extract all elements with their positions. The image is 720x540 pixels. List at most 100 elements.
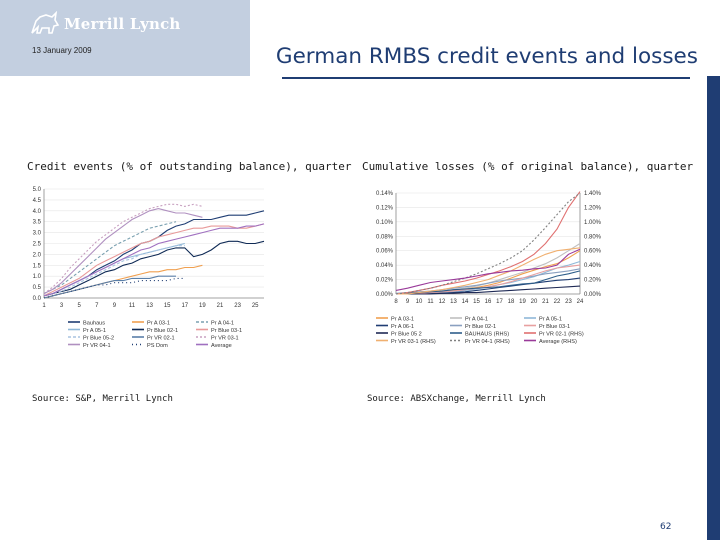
right-legend-label: Pr A 05-1 bbox=[539, 317, 562, 323]
right-legend-label: Pr VR 02-1 (RHS) bbox=[539, 332, 584, 338]
right-series-line bbox=[396, 264, 581, 295]
right-right-y-tick-label: 0.40% bbox=[584, 263, 602, 269]
right-legend-label: Pr Blue 03-1 bbox=[539, 324, 570, 330]
right-right-y-tick-label: 1.00% bbox=[584, 220, 602, 226]
left-x-tick-label: 21 bbox=[217, 303, 224, 309]
left-series-line bbox=[43, 210, 265, 297]
right-x-tick-label: 22 bbox=[554, 299, 561, 305]
right-legend-label: Pr VR 04-1 (RHS) bbox=[465, 339, 510, 345]
right-left-y-tick-label: 0.02% bbox=[376, 278, 394, 284]
right-legend-label: Pr A 04-1 bbox=[465, 317, 488, 323]
right-x-tick-label: 19 bbox=[519, 299, 526, 305]
left-series-line bbox=[43, 223, 265, 297]
left-legend-label: Pr A 05-1 bbox=[83, 328, 106, 334]
right-right-y-tick-label: 0.20% bbox=[584, 278, 602, 284]
left-series-line bbox=[43, 275, 176, 299]
left-y-tick-label: 4.0 bbox=[33, 209, 42, 215]
right-series-line bbox=[395, 248, 581, 291]
right-source-note: Source: ABSXchange, Merrill Lynch bbox=[367, 394, 546, 404]
left-y-tick-label: 2.0 bbox=[33, 252, 42, 258]
right-x-tick-label: 24 bbox=[577, 299, 584, 305]
logo-text: Merrill Lynch bbox=[64, 15, 181, 33]
right-series-line bbox=[396, 247, 581, 295]
left-y-tick-label: 4.5 bbox=[33, 198, 42, 204]
left-legend-label: Pr VR 04-1 bbox=[83, 343, 111, 349]
right-right-y-tick-label: 1.40% bbox=[584, 191, 602, 197]
left-x-tick-label: 17 bbox=[181, 303, 188, 309]
right-legend-label: Pr Blue 05 2 bbox=[391, 332, 422, 338]
right-legend-label: BAUHAUS (RHS) bbox=[465, 332, 509, 338]
left-legend-label: Pr Blue 05-2 bbox=[83, 336, 114, 342]
left-legend-label: Pr A 04-1 bbox=[211, 321, 234, 327]
right-x-tick-label: 20 bbox=[531, 299, 538, 305]
right-left-y-tick-label: 0.08% bbox=[376, 234, 394, 240]
right-x-tick-label: 12 bbox=[439, 299, 446, 305]
left-x-tick-label: 3 bbox=[60, 303, 64, 309]
right-right-y-tick-label: 0.80% bbox=[584, 234, 602, 240]
right-left-y-tick-label: 0.00% bbox=[376, 292, 394, 298]
right-legend-label: Pr VR 03-1 (RHS) bbox=[391, 339, 436, 345]
right-left-y-tick-label: 0.14% bbox=[376, 191, 394, 197]
left-legend-label: Pr Blue 03-1 bbox=[211, 328, 242, 334]
left-x-tick-label: 25 bbox=[252, 303, 259, 309]
right-x-tick-label: 16 bbox=[485, 299, 492, 305]
right-left-y-tick-label: 0.06% bbox=[376, 249, 394, 255]
right-right-y-tick-label: 1.20% bbox=[584, 205, 602, 211]
left-y-tick-label: 3.0 bbox=[33, 231, 42, 237]
left-legend-label: Pr A 03-1 bbox=[147, 321, 170, 327]
left-x-tick-label: 5 bbox=[78, 303, 82, 309]
left-series-line bbox=[43, 208, 203, 295]
right-x-tick-label: 18 bbox=[508, 299, 515, 305]
right-legend-label: Pr A 03-1 bbox=[391, 317, 414, 323]
left-y-tick-label: 3.5 bbox=[33, 220, 42, 226]
left-x-tick-label: 1 bbox=[42, 303, 46, 309]
left-series-line bbox=[43, 240, 265, 297]
left-series-line bbox=[43, 277, 185, 299]
left-series-line bbox=[43, 203, 203, 295]
right-right-y-tick-label: 0.00% bbox=[584, 292, 602, 298]
left-x-tick-label: 9 bbox=[113, 303, 117, 309]
right-accent-bar bbox=[707, 76, 720, 540]
left-legend-label: Pr VR 03-1 bbox=[211, 336, 239, 342]
right-x-tick-label: 13 bbox=[450, 299, 457, 305]
cumulative-losses-chart: 0.00% 0.02% 0.04% 0.06% 0.08% 0.10% 0.12% 0.14%… bbox=[376, 191, 602, 345]
right-x-tick-label: 9 bbox=[406, 299, 410, 305]
left-x-tick-label: 19 bbox=[199, 303, 206, 309]
right-x-tick-label: 8 bbox=[394, 299, 398, 305]
left-y-tick-label: 2.5 bbox=[33, 242, 42, 248]
left-x-tick-label: 23 bbox=[234, 303, 241, 309]
left-y-tick-label: 1.5 bbox=[33, 263, 42, 269]
right-x-tick-label: 23 bbox=[565, 299, 572, 305]
right-left-y-tick-label: 0.12% bbox=[376, 205, 394, 211]
left-legend-label: Pr VR 02-1 bbox=[147, 336, 175, 342]
left-x-tick-label: 13 bbox=[146, 303, 153, 309]
right-right-y-tick-label: 0.60% bbox=[584, 249, 602, 255]
left-y-tick-label: 0.5 bbox=[33, 285, 42, 291]
right-legend-label: Average (RHS) bbox=[539, 339, 577, 345]
right-series-line bbox=[395, 192, 581, 295]
left-source-note: Source: S&P, Merrill Lynch bbox=[32, 394, 173, 404]
credit-events-chart: 0.00.51.01.52.02.53.03.54.04.55.01 3 5 7 9 11… bbox=[33, 187, 265, 349]
right-left-y-tick-label: 0.10% bbox=[376, 220, 394, 226]
right-chart-caption: Cumulative losses (% of original balance… bbox=[362, 160, 694, 173]
right-legend-label: Pr A 06-1 bbox=[391, 324, 414, 330]
left-x-tick-label: 7 bbox=[95, 303, 99, 309]
bull-logo-icon bbox=[31, 11, 60, 34]
right-x-tick-label: 21 bbox=[542, 299, 549, 305]
left-x-tick-label: 11 bbox=[129, 303, 136, 309]
left-series-line bbox=[43, 223, 265, 297]
left-legend-label: Pr Blue 02-1 bbox=[147, 328, 178, 334]
left-y-tick-label: 5.0 bbox=[33, 187, 42, 193]
left-series-line bbox=[43, 245, 185, 297]
right-x-tick-label: 11 bbox=[427, 299, 434, 305]
left-y-tick-label: 0.0 bbox=[33, 296, 42, 302]
left-chart-caption: Credit events (% of outstanding balance)… bbox=[27, 160, 352, 173]
right-left-y-tick-label: 0.04% bbox=[376, 263, 394, 269]
right-series-line bbox=[396, 285, 581, 295]
right-x-tick-label: 14 bbox=[462, 299, 469, 305]
title-underline bbox=[282, 77, 690, 79]
left-series-line bbox=[43, 221, 177, 295]
right-x-tick-label: 15 bbox=[473, 299, 480, 305]
left-legend-label: PS Dom bbox=[147, 343, 168, 349]
page-number: 62 bbox=[660, 522, 672, 532]
